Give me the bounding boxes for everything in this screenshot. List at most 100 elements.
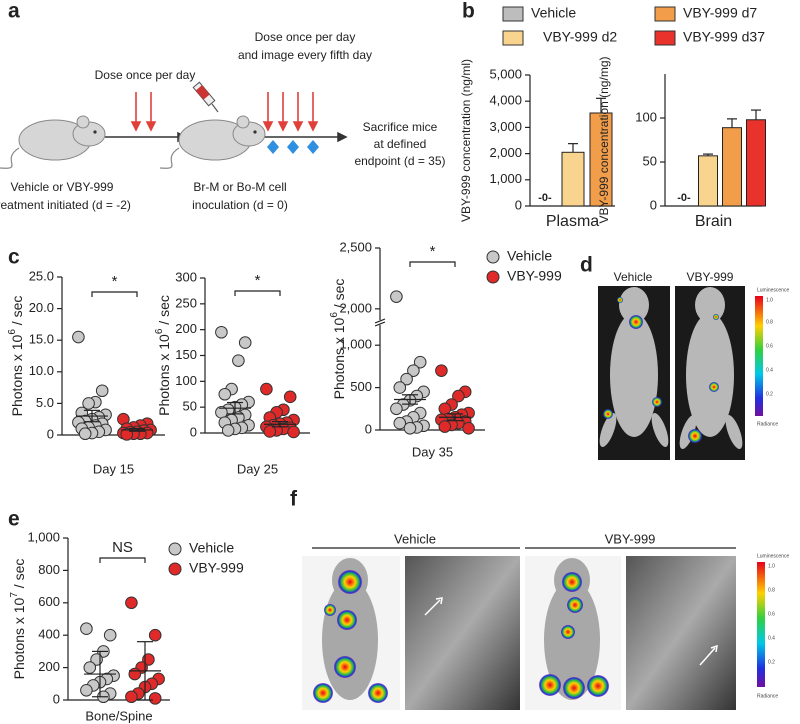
data-point bbox=[462, 422, 475, 435]
diagram-label: and image every fifth day bbox=[238, 48, 372, 62]
y-tick-label: 250 bbox=[175, 295, 197, 310]
signal bbox=[603, 297, 719, 443]
legend-swatch bbox=[654, 6, 676, 22]
data-point bbox=[82, 397, 95, 410]
colorbar-tick: 1.0 bbox=[766, 297, 773, 303]
data-point bbox=[80, 683, 93, 697]
imaging-panel-d: Vehicle VBY-999 Luminescence 1.0 0.8 0.6… bbox=[598, 270, 789, 460]
ear bbox=[76, 115, 90, 129]
data-point bbox=[287, 425, 300, 439]
y-tick-label: 50 bbox=[643, 153, 657, 168]
panel-label: f bbox=[290, 488, 298, 511]
data-point bbox=[407, 364, 420, 377]
significance-bracket bbox=[99, 557, 146, 563]
y-tick-label: 1,000 bbox=[339, 337, 372, 352]
diagram-label: Dose once per day bbox=[95, 68, 196, 82]
data-point bbox=[390, 402, 403, 416]
colorbar-tick: 0.8 bbox=[766, 319, 773, 325]
y-axis-label-superscript: 6 bbox=[7, 329, 18, 335]
colorbar-tick: 0.2 bbox=[766, 391, 773, 397]
signal bbox=[313, 570, 609, 703]
diagram-label: at defined bbox=[374, 137, 427, 151]
y-axis-label-superscript: 7 bbox=[9, 592, 20, 598]
legend-marker bbox=[486, 270, 500, 284]
panel-label: b bbox=[462, 0, 475, 23]
colorbar-tick: 0.6 bbox=[768, 611, 775, 617]
significance-bracket bbox=[409, 261, 456, 267]
data-point bbox=[221, 424, 235, 437]
timeline-diagram: Dose once per day Dose once per day and … bbox=[0, 30, 446, 212]
image bbox=[626, 556, 736, 710]
y-axis-label-suffix: / sec bbox=[9, 296, 25, 329]
bar bbox=[746, 119, 766, 207]
legend-label: VBY-999 d7 bbox=[683, 5, 757, 21]
colorbar bbox=[757, 562, 765, 687]
data-point bbox=[148, 628, 162, 642]
data-point bbox=[125, 690, 138, 704]
data-point bbox=[283, 390, 297, 404]
legend-swatch bbox=[502, 30, 524, 46]
y-axis-label-superscript: 6 bbox=[154, 328, 165, 334]
y-tick-label: 300 bbox=[175, 269, 197, 284]
data-point bbox=[232, 354, 245, 367]
y-tick-label: 600 bbox=[38, 594, 60, 609]
data-point bbox=[260, 382, 273, 396]
data-point bbox=[128, 667, 142, 681]
bar bbox=[561, 151, 585, 207]
data-point bbox=[393, 381, 407, 394]
y-tick-label: 1,000 bbox=[489, 171, 522, 186]
syringe bbox=[192, 81, 219, 113]
data-point bbox=[413, 355, 427, 369]
image-title: Vehicle bbox=[394, 531, 436, 546]
y-axis-label-suffix: / sec bbox=[156, 295, 172, 328]
y-tick-label: 200 bbox=[38, 659, 60, 674]
data-point bbox=[80, 622, 93, 636]
diagram-label: treatment initiated (d = -2) bbox=[0, 198, 131, 212]
y-axis-label: Photons x 107 / sec bbox=[9, 559, 27, 680]
y-tick-label: 10.0 bbox=[29, 363, 54, 378]
colorbar-tick: 0.2 bbox=[768, 659, 775, 665]
legend-swatch bbox=[654, 30, 676, 46]
y-axis-label-text: Photons x 10 bbox=[11, 597, 27, 679]
legend-label: VBY-999 bbox=[189, 560, 244, 576]
data-point bbox=[95, 384, 109, 398]
y-axis-label-superscript: 6 bbox=[329, 312, 340, 318]
y-axis-label-text: Photons x 10 bbox=[331, 317, 347, 399]
mouse bbox=[0, 115, 106, 169]
y-tick-label: 4,000 bbox=[489, 93, 522, 108]
legend-swatch bbox=[502, 6, 524, 22]
y-tick-label: 2,500 bbox=[339, 239, 372, 254]
value-label: -0- bbox=[677, 192, 691, 204]
diagram-label: inoculation (d = 0) bbox=[192, 198, 288, 212]
y-tick-label: 500 bbox=[350, 379, 372, 394]
x-axis-label: Day 25 bbox=[237, 461, 278, 476]
arrows bbox=[130, 92, 319, 132]
y-tick-label: 3,000 bbox=[489, 119, 522, 134]
colorbar-tick: 0.4 bbox=[768, 635, 775, 641]
y-tick-label: 50 bbox=[183, 399, 197, 414]
data-point bbox=[403, 422, 417, 435]
y-tick-label: 400 bbox=[38, 627, 60, 642]
y-tick-label: 2,000 bbox=[489, 145, 522, 160]
legend-marker bbox=[168, 562, 182, 576]
image-title: VBY-999 bbox=[687, 270, 734, 284]
image-title: VBY-999 bbox=[605, 531, 656, 546]
y-tick-label: 25.0 bbox=[29, 268, 54, 283]
imaging-markers bbox=[267, 140, 319, 154]
panel-label: e bbox=[8, 508, 20, 531]
data-point bbox=[218, 387, 232, 401]
y-axis-label: Photons x 106 / sec bbox=[154, 295, 172, 416]
y-tick-label: 15.0 bbox=[29, 332, 54, 347]
significance-label: * bbox=[112, 273, 118, 290]
image bbox=[405, 556, 520, 710]
y-tick-label: 0 bbox=[650, 197, 657, 212]
bar bbox=[722, 127, 742, 207]
diagram-label: Vehicle or VBY-999 bbox=[11, 180, 114, 194]
colorbar bbox=[755, 296, 763, 416]
colorbar-unit: Radiance bbox=[757, 421, 778, 427]
imaging-panel-f: Vehicle VBY-999 Luminescence 1.0 0.8 0.6… bbox=[302, 531, 789, 710]
y-axis-label: Photons x 106 / sec bbox=[7, 296, 25, 417]
bar bbox=[589, 112, 613, 207]
y-tick-label: 0 bbox=[515, 197, 522, 212]
